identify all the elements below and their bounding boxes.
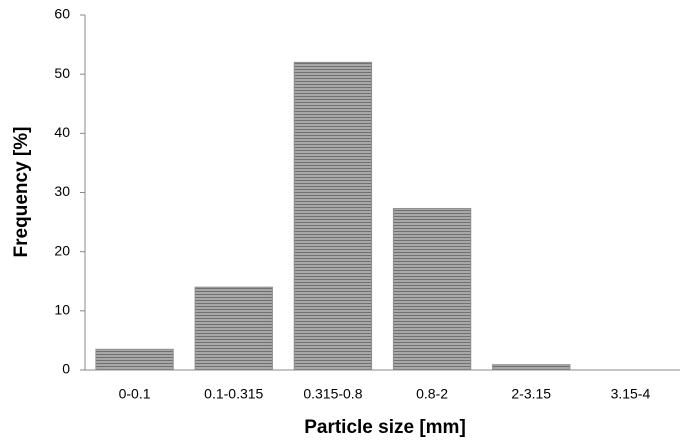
y-tick-label: 10 (54, 302, 70, 318)
bar (293, 61, 373, 371)
x-axis-title: Particle size [mm] (304, 417, 466, 438)
y-tick-label: 30 (54, 183, 70, 199)
y-tick-label: 20 (54, 242, 70, 258)
x-tick-label: 2-3.15 (511, 386, 551, 402)
y-axis-title: Frequency [%] (11, 127, 32, 258)
x-tick-label: 3.15-4 (611, 386, 651, 402)
bar (95, 348, 174, 371)
y-tick-label: 40 (54, 124, 70, 140)
x-tick-label: 0.8-2 (416, 386, 448, 402)
x-tick-label: 0-0.1 (119, 386, 151, 402)
y-tick-label: 60 (54, 6, 70, 22)
bar (492, 364, 571, 371)
x-tick-label: 0.1-0.315 (204, 386, 263, 402)
bar (392, 207, 472, 371)
y-tick-label: 0 (62, 361, 70, 377)
y-tick-label: 50 (54, 65, 70, 81)
bar (194, 286, 273, 371)
x-tick-label: 0.315-0.8 (303, 386, 362, 402)
